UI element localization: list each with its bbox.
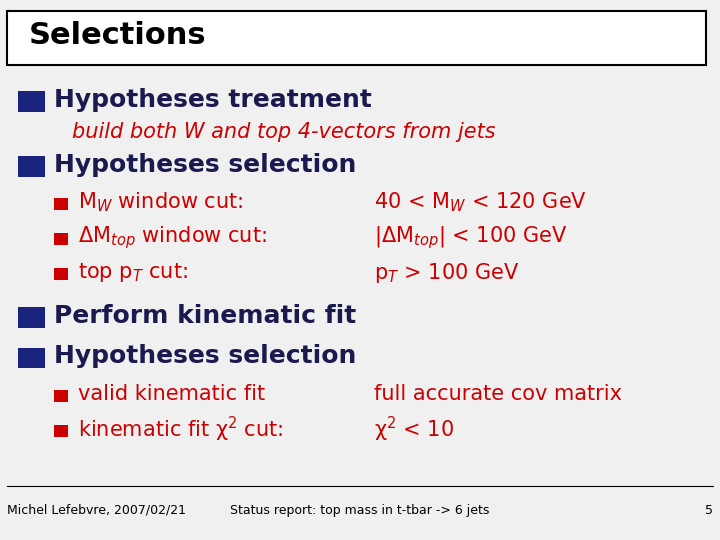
FancyBboxPatch shape: [18, 307, 45, 328]
FancyBboxPatch shape: [54, 390, 68, 402]
FancyBboxPatch shape: [54, 268, 68, 280]
Text: p$_{T}$ > 100 GeV: p$_{T}$ > 100 GeV: [374, 261, 520, 285]
Text: full accurate cov matrix: full accurate cov matrix: [374, 384, 622, 404]
Text: kinematic fit χ$^{2}$ cut:: kinematic fit χ$^{2}$ cut:: [78, 415, 283, 444]
Text: top p$_{T}$ cut:: top p$_{T}$ cut:: [78, 261, 188, 284]
Text: valid kinematic fit: valid kinematic fit: [78, 384, 265, 404]
Text: Hypotheses selection: Hypotheses selection: [54, 153, 356, 177]
FancyBboxPatch shape: [54, 233, 68, 245]
FancyBboxPatch shape: [54, 425, 68, 437]
Text: Selections: Selections: [29, 21, 207, 50]
FancyBboxPatch shape: [54, 198, 68, 210]
Text: Status report: top mass in t-tbar -> 6 jets: Status report: top mass in t-tbar -> 6 j…: [230, 504, 490, 517]
Text: ΔM$_{top}$ window cut:: ΔM$_{top}$ window cut:: [78, 224, 267, 251]
Text: Hypotheses selection: Hypotheses selection: [54, 345, 356, 368]
Text: 40 < M$_{W}$ < 120 GeV: 40 < M$_{W}$ < 120 GeV: [374, 191, 588, 214]
Text: Michel Lefebvre, 2007/02/21: Michel Lefebvre, 2007/02/21: [7, 504, 186, 517]
FancyBboxPatch shape: [18, 91, 45, 112]
Text: Hypotheses treatment: Hypotheses treatment: [54, 88, 372, 112]
FancyBboxPatch shape: [18, 156, 45, 177]
Text: Perform kinematic fit: Perform kinematic fit: [54, 304, 356, 328]
FancyBboxPatch shape: [18, 348, 45, 368]
Text: build both W and top 4-vectors from jets: build both W and top 4-vectors from jets: [72, 122, 495, 143]
Text: 5: 5: [705, 504, 713, 517]
Text: M$_{W}$ window cut:: M$_{W}$ window cut:: [78, 191, 243, 214]
Text: χ$^{2}$ < 10: χ$^{2}$ < 10: [374, 415, 454, 444]
FancyBboxPatch shape: [7, 11, 706, 65]
Text: |ΔM$_{top}$| < 100 GeV: |ΔM$_{top}$| < 100 GeV: [374, 224, 568, 251]
